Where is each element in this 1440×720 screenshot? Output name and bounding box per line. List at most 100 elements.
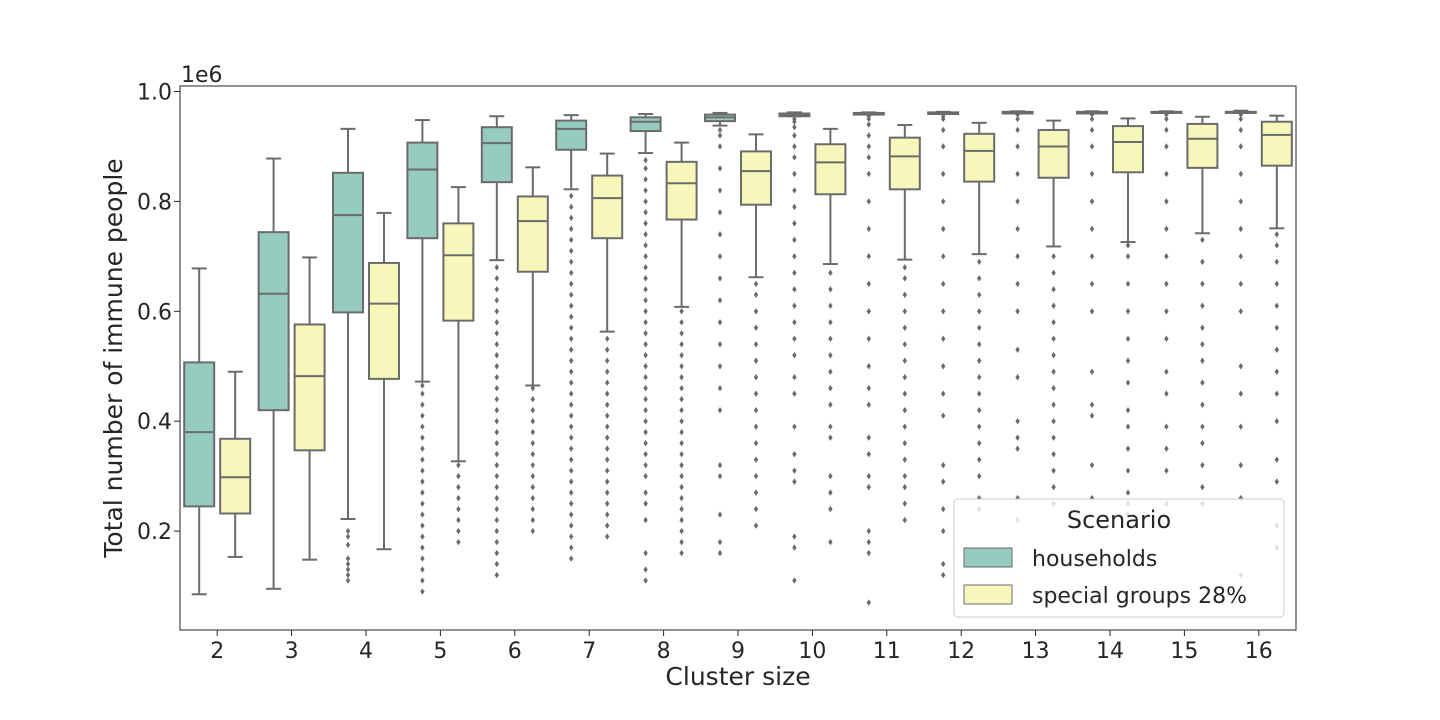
outlier-point xyxy=(1125,407,1131,414)
outlier-point xyxy=(679,450,684,458)
outlier-point xyxy=(717,385,723,392)
outlier-point xyxy=(679,308,684,315)
outlier-point xyxy=(1089,253,1095,260)
outlier-point xyxy=(1125,242,1131,249)
outlier-point xyxy=(717,165,723,172)
outlier-point xyxy=(494,461,499,469)
outlier-point xyxy=(643,489,648,496)
box-special-groups-10 xyxy=(814,127,847,546)
outlier-point xyxy=(1164,198,1169,205)
outlier-point xyxy=(1274,280,1279,288)
outlier-point xyxy=(866,170,871,178)
outlier-point xyxy=(679,494,684,502)
box-households-7 xyxy=(555,114,588,562)
outlier-point xyxy=(866,225,871,233)
box-iqr xyxy=(1186,122,1219,169)
outlier-point xyxy=(1200,401,1205,408)
outlier-point xyxy=(530,385,535,392)
outlier-point xyxy=(643,363,648,370)
outlier-point xyxy=(792,352,797,359)
outlier-point xyxy=(494,407,499,414)
outlier-point xyxy=(941,527,946,535)
outlier-point xyxy=(866,363,871,370)
outlier-point xyxy=(1274,302,1279,309)
outlier-point xyxy=(866,450,871,458)
outlier-point xyxy=(1125,489,1131,496)
outlier-point xyxy=(494,308,499,315)
outlier-point xyxy=(977,291,982,299)
outlier-point xyxy=(941,571,946,579)
outlier-point xyxy=(792,544,797,551)
box-special-groups-12 xyxy=(963,121,996,513)
outlier-point xyxy=(643,209,648,216)
outlier-point xyxy=(643,396,648,403)
outlier-point xyxy=(753,505,759,513)
outlier-point xyxy=(643,385,648,392)
box-households-2 xyxy=(183,267,216,596)
outlier-point xyxy=(569,379,574,386)
outlier-point xyxy=(530,516,535,524)
outlier-point xyxy=(643,275,648,282)
outlier-point xyxy=(643,461,648,469)
outlier-point xyxy=(643,198,648,205)
outlier-point xyxy=(866,549,871,557)
outlier-point xyxy=(420,423,425,430)
outlier-point xyxy=(941,113,946,120)
outlier-point xyxy=(866,113,871,120)
outlier-point xyxy=(1125,379,1131,386)
outlier-point xyxy=(494,374,499,381)
outlier-point xyxy=(1200,302,1205,309)
y-tick-label: 0.6 xyxy=(137,300,172,325)
outlier-point xyxy=(1164,115,1169,123)
outlier-point xyxy=(866,143,871,150)
outlier-point xyxy=(679,549,684,557)
outlier-point xyxy=(753,489,759,496)
outlier-point xyxy=(605,500,610,507)
y-tick-label: 0.8 xyxy=(137,190,172,215)
outlier-point xyxy=(792,533,797,540)
box-households-9 xyxy=(704,111,736,557)
outlier-point xyxy=(569,555,574,562)
outlier-point xyxy=(792,124,797,131)
outlier-point xyxy=(792,577,797,584)
outlier-point xyxy=(1164,445,1169,452)
outlier-point xyxy=(828,472,833,480)
outlier-point xyxy=(605,478,610,485)
outlier-point xyxy=(1238,461,1243,469)
outlier-point xyxy=(866,308,871,315)
outlier-point xyxy=(1274,368,1279,375)
outlier-point xyxy=(345,566,351,573)
outlier-point xyxy=(1200,461,1205,469)
x-axis-ticks: 2 3 4 5 6 7 8 9 10 11 12 13 14 15 16 xyxy=(210,630,1273,664)
legend-label-special-groups: special groups 28% xyxy=(1032,584,1247,609)
outlier-point xyxy=(792,170,797,178)
outlier-point xyxy=(941,478,946,485)
outlier-point xyxy=(977,258,982,266)
x-tick-label: 8 xyxy=(657,639,671,664)
outlier-point xyxy=(345,541,351,549)
outlier-point xyxy=(643,176,648,183)
outlier-point xyxy=(941,335,946,342)
legend-swatch-special-groups xyxy=(963,584,1013,605)
outlier-point xyxy=(494,363,499,370)
outlier-point xyxy=(717,538,723,546)
outlier-point xyxy=(866,335,871,342)
outlier-point xyxy=(1051,352,1056,359)
outlier-point xyxy=(792,115,797,123)
outlier-point xyxy=(828,319,833,326)
outlier-point xyxy=(420,511,425,518)
outlier-point xyxy=(753,341,759,348)
outlier-point xyxy=(866,599,871,606)
x-tick-label: 14 xyxy=(1096,639,1124,664)
x-tick-label: 5 xyxy=(433,639,447,664)
outlier-point xyxy=(679,439,684,447)
outlier-point xyxy=(828,489,833,496)
outlier-point xyxy=(420,489,425,496)
outlier-point xyxy=(717,461,723,469)
outlier-point xyxy=(569,280,574,288)
outlier-point xyxy=(828,286,833,293)
outlier-point xyxy=(1274,390,1279,397)
outlier-point xyxy=(941,170,946,178)
outlier-point xyxy=(1238,143,1243,150)
outlier-point xyxy=(643,439,648,447)
